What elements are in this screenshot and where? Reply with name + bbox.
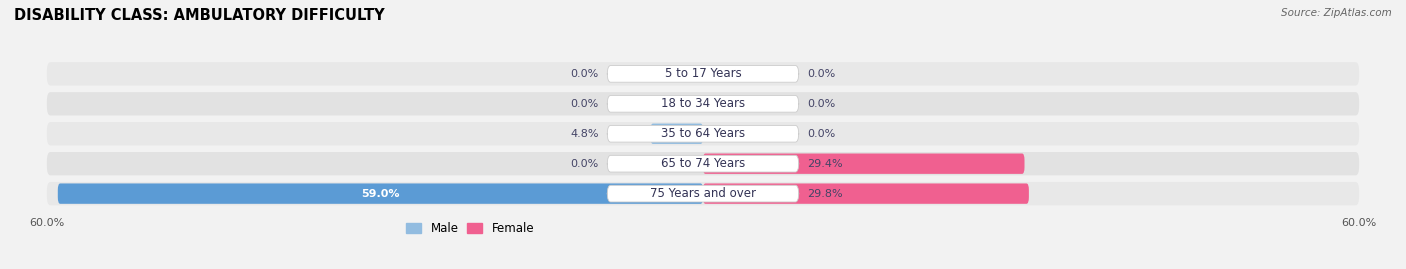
Legend: Male, Female: Male, Female [406, 222, 534, 235]
Text: 0.0%: 0.0% [807, 69, 835, 79]
Text: 0.0%: 0.0% [571, 159, 599, 169]
Text: 65 to 74 Years: 65 to 74 Years [661, 157, 745, 170]
Text: 59.0%: 59.0% [361, 189, 399, 199]
FancyBboxPatch shape [607, 66, 799, 82]
Text: 0.0%: 0.0% [571, 99, 599, 109]
FancyBboxPatch shape [607, 95, 799, 112]
Text: 5 to 17 Years: 5 to 17 Years [665, 67, 741, 80]
Text: 18 to 34 Years: 18 to 34 Years [661, 97, 745, 110]
FancyBboxPatch shape [46, 182, 1360, 205]
Text: 60.0%: 60.0% [30, 218, 65, 228]
FancyBboxPatch shape [607, 125, 799, 142]
Text: 0.0%: 0.0% [807, 129, 835, 139]
Text: 0.0%: 0.0% [571, 69, 599, 79]
FancyBboxPatch shape [607, 155, 799, 172]
FancyBboxPatch shape [703, 154, 1025, 174]
Text: 29.8%: 29.8% [807, 189, 844, 199]
Text: 4.8%: 4.8% [569, 129, 599, 139]
FancyBboxPatch shape [703, 183, 1029, 204]
Text: 29.4%: 29.4% [807, 159, 844, 169]
FancyBboxPatch shape [58, 183, 703, 204]
FancyBboxPatch shape [607, 185, 799, 202]
FancyBboxPatch shape [46, 122, 1360, 146]
Text: 75 Years and over: 75 Years and over [650, 187, 756, 200]
Text: Source: ZipAtlas.com: Source: ZipAtlas.com [1281, 8, 1392, 18]
Text: 0.0%: 0.0% [807, 99, 835, 109]
FancyBboxPatch shape [46, 92, 1360, 115]
FancyBboxPatch shape [651, 123, 703, 144]
Text: DISABILITY CLASS: AMBULATORY DIFFICULTY: DISABILITY CLASS: AMBULATORY DIFFICULTY [14, 8, 385, 23]
FancyBboxPatch shape [46, 152, 1360, 175]
Text: 35 to 64 Years: 35 to 64 Years [661, 127, 745, 140]
Text: 60.0%: 60.0% [1341, 218, 1376, 228]
FancyBboxPatch shape [46, 62, 1360, 86]
